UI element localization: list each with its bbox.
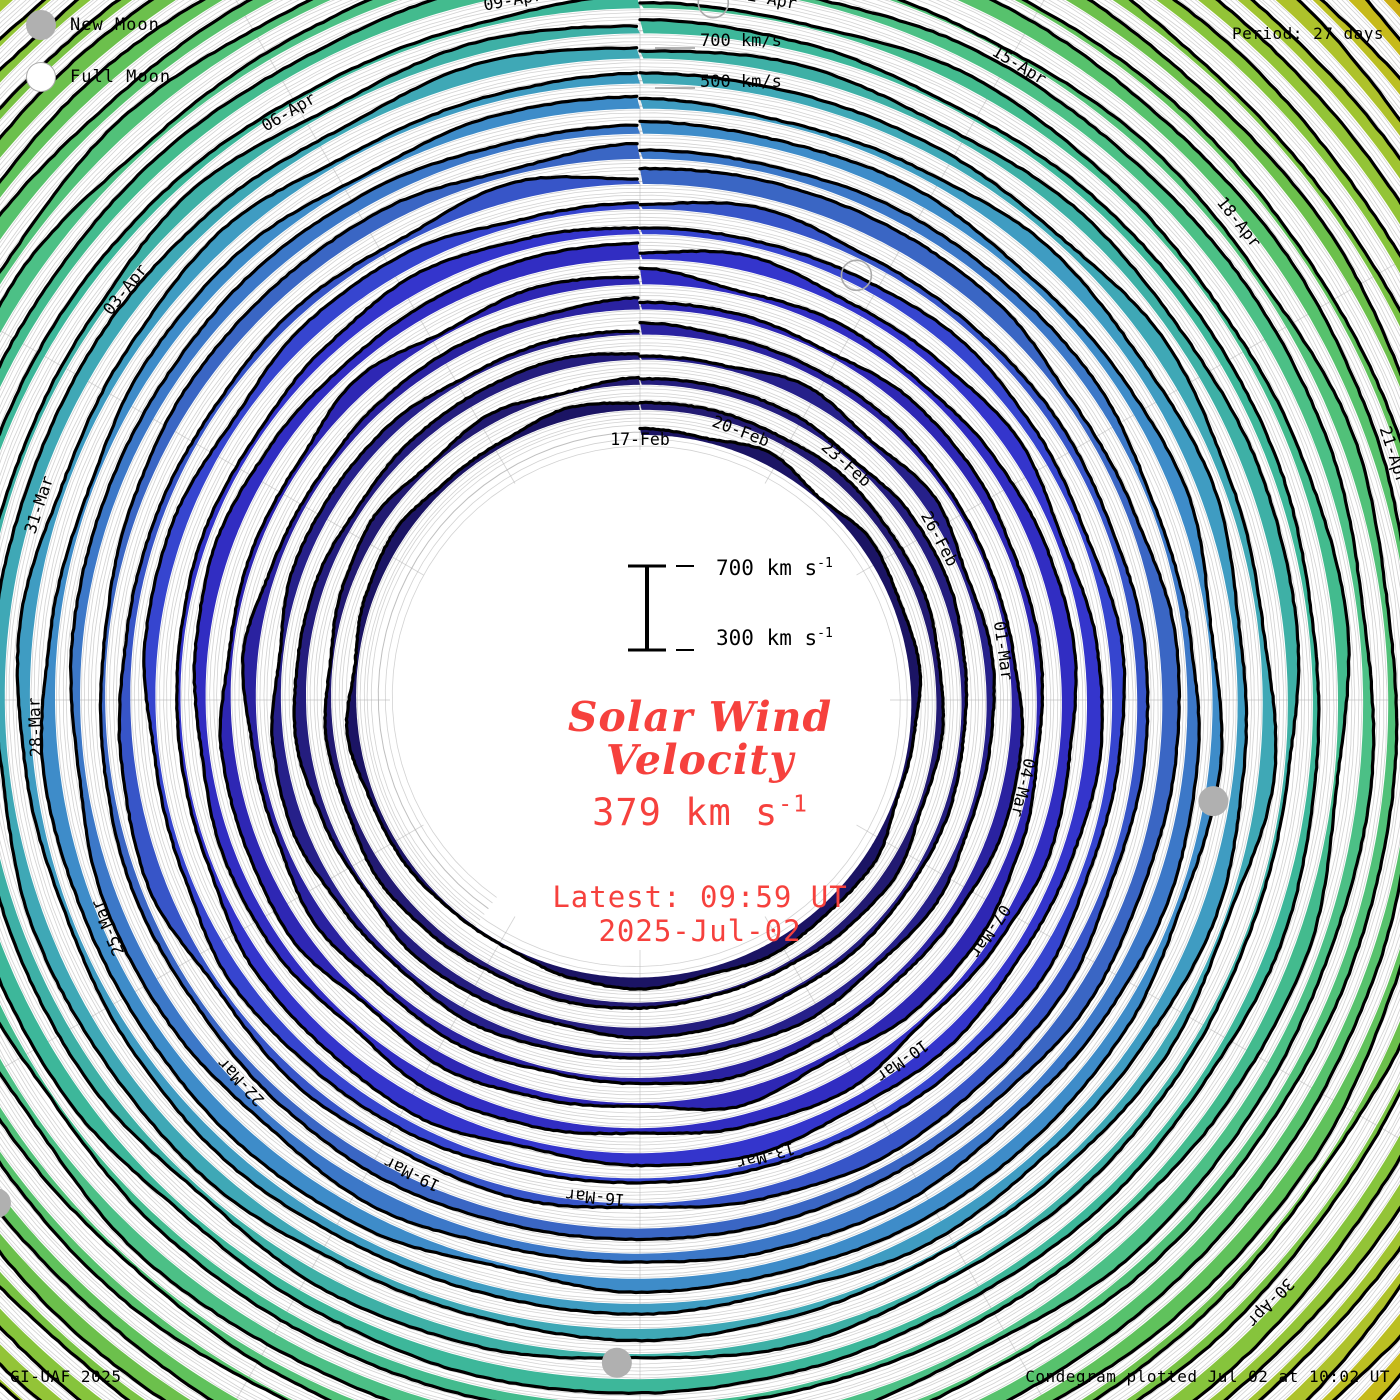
scalebar-icon [628, 564, 694, 652]
full-moon-icon [26, 62, 56, 92]
spiral-date-label: 17-Feb [610, 430, 670, 449]
spiral-date-label: 28-Mar [24, 697, 46, 757]
center-info-block: 700 km s-1 300 km s-1 Solar Wind Velocit… [380, 550, 1020, 948]
scalebar-top-label: 700 km s-1 [716, 556, 833, 580]
current-velocity-value: 379 km s-1 [592, 790, 808, 834]
radial-tick-label-700: 700 km/s [700, 31, 782, 51]
full-moon-marker [697, 0, 730, 19]
new-moon-icon [26, 10, 56, 40]
radial-tick-label-500: 500 km/s [700, 72, 782, 92]
page-title: Solar Wind Velocity [380, 693, 1020, 785]
velocity-scalebar: 700 km s-1 300 km s-1 [380, 550, 1020, 660]
period-label: Period: 27 days [1232, 24, 1384, 43]
new-moon-marker [0, 1188, 11, 1218]
latest-line-2: 2025-Jul-02 [598, 914, 802, 949]
legend-full-moon-label: Full Moon [70, 67, 172, 87]
new-moon-marker [1198, 786, 1229, 817]
latest-timestamp: Latest: 09:59 UT 2025-Jul-02 [380, 880, 1020, 948]
latest-line-1: Latest: 09:59 UT [552, 879, 848, 914]
plotted-timestamp-label: Condegram plotted Jul 02 at 10:02 UT [1025, 1367, 1390, 1386]
scalebar-bottom-label: 300 km s-1 [716, 626, 833, 650]
credit-label: GI-UAF 2025 [10, 1367, 122, 1386]
radial-axis-ticks [655, 47, 695, 89]
legend-new-moon-label: New Moon [70, 15, 160, 35]
full-moon-marker [840, 259, 873, 292]
legend-full-moon: Full Moon [26, 62, 171, 92]
spiral-date-label: 16-Mar [565, 1185, 626, 1209]
legend-new-moon: New Moon [26, 10, 160, 40]
moon-markers [0, 0, 1229, 1378]
title-line-1: Solar Wind [567, 693, 833, 741]
title-line-2: Velocity [605, 736, 795, 785]
new-moon-marker [601, 1347, 632, 1378]
